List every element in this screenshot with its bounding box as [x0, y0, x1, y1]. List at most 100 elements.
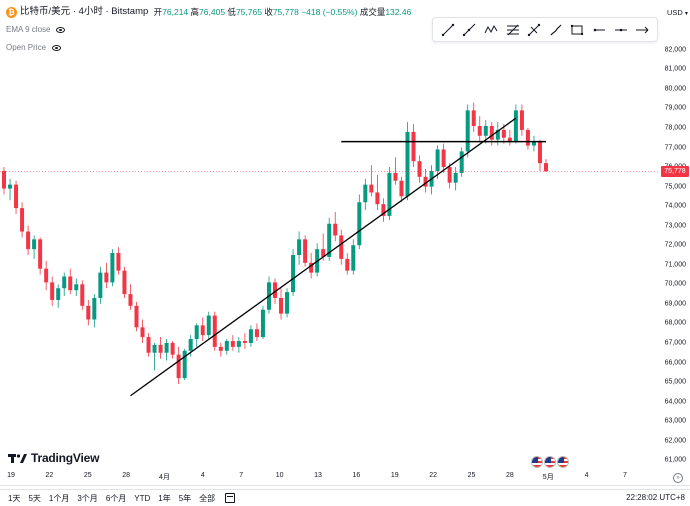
tradingview-logo[interactable]: TradingView	[8, 451, 99, 465]
price-tick-label: 72,000	[664, 241, 686, 249]
range-1d-button[interactable]: 1天	[8, 493, 21, 503]
candle-body	[38, 239, 43, 269]
price-chart[interactable]	[0, 40, 660, 470]
horizontal-line-icon[interactable]	[612, 21, 630, 39]
candle-body	[351, 245, 356, 271]
trend-line-icon[interactable]	[439, 21, 457, 39]
range-6m-button[interactable]: 6个月	[105, 493, 127, 503]
price-tick-label: 69,000	[664, 300, 686, 308]
time-axis[interactable]: 19 22 25 28 4月 4 7 10 13 16 19 22 25 28 5月 4 7	[0, 472, 660, 484]
price-tick-label: 74,000	[664, 202, 686, 210]
price-tick-label: 65,000	[664, 378, 686, 386]
candle-body	[381, 204, 386, 216]
candle-body	[20, 208, 25, 232]
clock[interactable]: 22:28:02 UTC+8	[626, 493, 685, 502]
candle-body	[285, 292, 290, 314]
candle-body	[110, 253, 115, 283]
candle-body	[44, 268, 49, 283]
horizontal-ray-icon[interactable]	[590, 21, 608, 39]
price-tick-label: 73,000	[664, 222, 686, 230]
bottom-bar: 1天 5天 1个月 3个月 6个月 YTD 1年 5年 全部 22:28:02 …	[0, 489, 690, 506]
indicator-open-price[interactable]: Open Price	[6, 41, 411, 55]
candle-body	[447, 167, 452, 183]
ray-icon[interactable]	[460, 21, 478, 39]
open-label: 开	[153, 7, 163, 17]
range-3m-button[interactable]: 3个月	[77, 493, 98, 503]
candle-body	[507, 137, 512, 142]
candle-body	[291, 255, 296, 293]
candle-body	[537, 141, 542, 164]
indicator-ema[interactable]: EMA 9 close	[6, 23, 411, 37]
candle-body	[273, 282, 277, 298]
candle-body	[164, 342, 169, 353]
eye-icon[interactable]	[52, 45, 62, 51]
candle-body	[98, 272, 103, 298]
candle-body	[321, 249, 326, 257]
price-tick-label: 62,000	[664, 437, 686, 445]
time-tick-label: 4月	[159, 474, 170, 481]
candle-body	[489, 126, 494, 140]
fib-icon[interactable]	[504, 21, 522, 39]
candle-body	[2, 170, 6, 189]
time-tick-label: 22	[429, 472, 438, 479]
candle-body	[309, 262, 314, 273]
symbol-row[interactable]: ₿ 比特币/美元 · 4小时 · Bitstamp 开76,214 高76,40…	[6, 5, 411, 19]
trend-line	[130, 117, 517, 397]
candle-body	[405, 131, 410, 197]
candle-body	[212, 315, 217, 347]
candle-body	[152, 344, 157, 353]
us-flag-icon[interactable]	[531, 456, 543, 468]
candle-body	[459, 151, 464, 173]
candle-body	[254, 329, 259, 338]
time-tick-label: 5月	[542, 474, 554, 481]
chart-legend: ₿ 比特币/美元 · 4小时 · Bitstamp 开76,214 高76,40…	[6, 5, 411, 55]
close-label: 收	[264, 7, 273, 17]
candle-body	[116, 253, 121, 271]
us-flag-icon[interactable]	[544, 456, 556, 468]
range-ytd-button[interactable]: YTD	[134, 493, 151, 503]
range-1m-button[interactable]: 1个月	[48, 493, 70, 503]
calendar-icon[interactable]	[225, 493, 236, 503]
price-tick-label: 64,000	[664, 398, 686, 406]
brush-icon[interactable]	[547, 21, 565, 39]
candle-body	[80, 284, 85, 306]
go-to-realtime-icon[interactable]: »	[673, 473, 683, 483]
candle-body	[62, 276, 67, 289]
range-1y-button[interactable]: 1年	[158, 493, 171, 503]
ohlc-values: 开76,214 高76,405 低75,765 收75,778 −418 (−0…	[151, 5, 412, 19]
economic-events[interactable]	[531, 456, 569, 468]
us-flag-icon[interactable]	[557, 456, 569, 468]
path-icon[interactable]	[482, 21, 500, 39]
time-tick-label: 4	[200, 472, 205, 479]
price-axis[interactable]: 82,00081,00080,00079,00078,00077,00076,0…	[660, 40, 690, 470]
candle-body	[248, 329, 253, 343]
candle-body	[363, 184, 368, 203]
volume-value: 132.46	[385, 7, 412, 17]
more-tools-icon[interactable]	[633, 21, 651, 39]
symbol-title[interactable]: 比特币/美元 · 4小时 · Bitstamp	[20, 6, 149, 17]
candle-body	[477, 126, 482, 136]
price-tick-label: 68,000	[664, 319, 686, 327]
time-tick-label: 19	[7, 472, 15, 479]
candle-body	[417, 161, 422, 177]
price-tick-label: 75,000	[664, 183, 686, 191]
candle-body	[495, 129, 500, 140]
range-all-button[interactable]: 全部	[199, 493, 216, 503]
pitchfork-icon[interactable]	[525, 21, 543, 39]
rectangle-icon[interactable]	[568, 21, 586, 39]
range-5y-button[interactable]: 5年	[178, 493, 192, 503]
time-tick-label: 7	[623, 472, 627, 479]
candle-body	[501, 129, 506, 138]
range-5d-button[interactable]: 5天	[28, 493, 41, 503]
price-tick-label: 61,000	[664, 456, 686, 464]
currency-selector[interactable]: USD ▾	[667, 8, 688, 17]
candle-body	[345, 258, 350, 271]
candle-body	[140, 327, 145, 338]
candle-body	[26, 231, 31, 250]
candle-body	[303, 239, 308, 263]
eye-icon[interactable]	[56, 27, 66, 33]
candle-body	[357, 202, 362, 246]
candle-body	[393, 172, 398, 181]
candle-body	[279, 298, 284, 314]
time-tick-label: 19	[390, 472, 399, 479]
